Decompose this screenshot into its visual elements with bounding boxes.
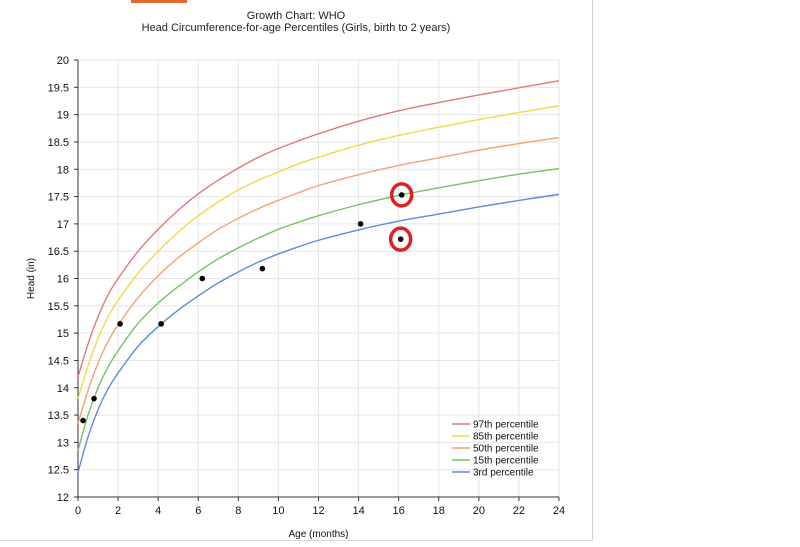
y-tick-label: 19 (57, 110, 69, 122)
y-tick-label: 14.5 (48, 355, 69, 367)
y-tick-label: 18 (57, 164, 69, 176)
panel-bottom-border (0, 540, 593, 541)
x-tick-label: 22 (513, 505, 525, 517)
measurement-point (158, 321, 164, 327)
y-tick-label: 13.5 (48, 410, 69, 422)
y-tick-label: 18.5 (48, 137, 69, 149)
chart-subtitle: Head Circumference-for-age Percentiles (… (141, 22, 451, 34)
series-line (77, 80, 560, 378)
tab-accent-bar (131, 0, 187, 3)
growth-chart: 0 2 4 6 8 10 12 14 16 18 20 22 241212.51313.51414.51… (26, 55, 565, 540)
y-tick-label: 17 (57, 219, 69, 231)
y-tick-label: 16 (57, 274, 69, 286)
chart-title-block: Growth Chart: WHO Head Circumference-for… (0, 10, 592, 34)
series-line (77, 105, 560, 399)
y-tick-label: 15.5 (48, 301, 69, 313)
measurement-point (117, 321, 123, 327)
chart-panel: Growth Chart: WHO Head Circumference-for… (0, 0, 593, 541)
series-line (77, 168, 560, 451)
measurement-point (80, 417, 86, 424)
x-axis-label: Age (months) (288, 529, 348, 540)
legend-label: 50th percentile (473, 444, 539, 455)
x-tick-label: 20 (473, 505, 485, 517)
series-line (77, 136, 560, 424)
y-tick-label: 12 (57, 492, 69, 504)
y-tick-label: 19.5 (48, 82, 69, 94)
x-tick-label: 14 (352, 505, 364, 517)
x-tick-label: 0 (75, 505, 81, 517)
x-tick-label: 8 (235, 505, 241, 517)
highlight-circle (388, 226, 413, 252)
chart-title: Growth Chart: WHO (246, 10, 346, 22)
y-axis-label: Head (in) (26, 258, 37, 299)
measurement-point (398, 192, 405, 198)
y-tick-label: 17.5 (48, 192, 69, 204)
x-tick-label: 18 (433, 505, 445, 517)
y-tick-label: 15 (57, 328, 69, 340)
measurement-point (397, 236, 404, 242)
legend-label: 15th percentile (473, 456, 539, 467)
y-tick-label: 13 (57, 437, 69, 449)
y-tick-label: 12.5 (48, 465, 69, 477)
series-line (77, 193, 560, 473)
measurement-point (199, 275, 206, 282)
measurement-point (259, 265, 266, 272)
measurement-point (91, 395, 97, 402)
legend-label: 3rd percentile (473, 468, 534, 479)
x-tick-label: 2 (115, 505, 121, 517)
x-tick-label: 6 (195, 505, 201, 517)
x-tick-label: 10 (272, 505, 284, 517)
x-tick-label: 4 (155, 505, 161, 517)
legend-label: 85th percentile (473, 432, 539, 443)
x-tick-label: 16 (393, 505, 405, 517)
x-tick-label: 12 (312, 505, 324, 517)
measurement-point (357, 221, 364, 227)
legend-label: 97th percentile (473, 420, 539, 431)
y-tick-label: 14 (57, 383, 69, 395)
x-tick-label: 24 (553, 505, 565, 517)
y-tick-label: 20 (57, 55, 69, 67)
y-tick-label: 16.5 (48, 246, 69, 258)
highlight-circle (389, 182, 414, 208)
